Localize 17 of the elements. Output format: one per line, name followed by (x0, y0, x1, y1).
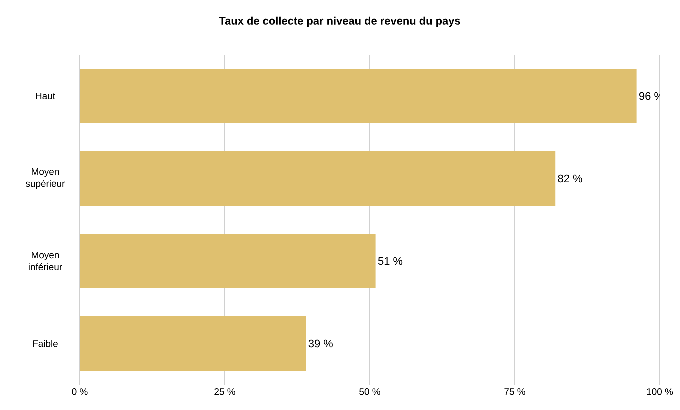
x-tick-label: 50 % (360, 388, 380, 396)
x-tick-label: 100 % (647, 388, 674, 396)
bar (80, 69, 637, 124)
x-tick-label: 0 % (72, 388, 88, 396)
bar (80, 152, 556, 206)
data-label: 39 % (308, 340, 333, 348)
y-tick-label: Haut (36, 92, 56, 100)
data-label: 51 % (378, 257, 403, 266)
y-tick-label: Moyen inférieur (29, 252, 62, 271)
bar (80, 234, 376, 288)
data-label: 82 % (558, 174, 582, 183)
y-tick-label: Moyen supérieur (26, 168, 66, 189)
bar (80, 316, 306, 371)
x-tick-label: 75 % (504, 388, 526, 396)
y-tick-label: Faible (33, 340, 58, 348)
chart-title: Taux de collecte par niveau de revenu du pays (219, 16, 460, 28)
x-tick-label: 25 % (214, 388, 236, 396)
